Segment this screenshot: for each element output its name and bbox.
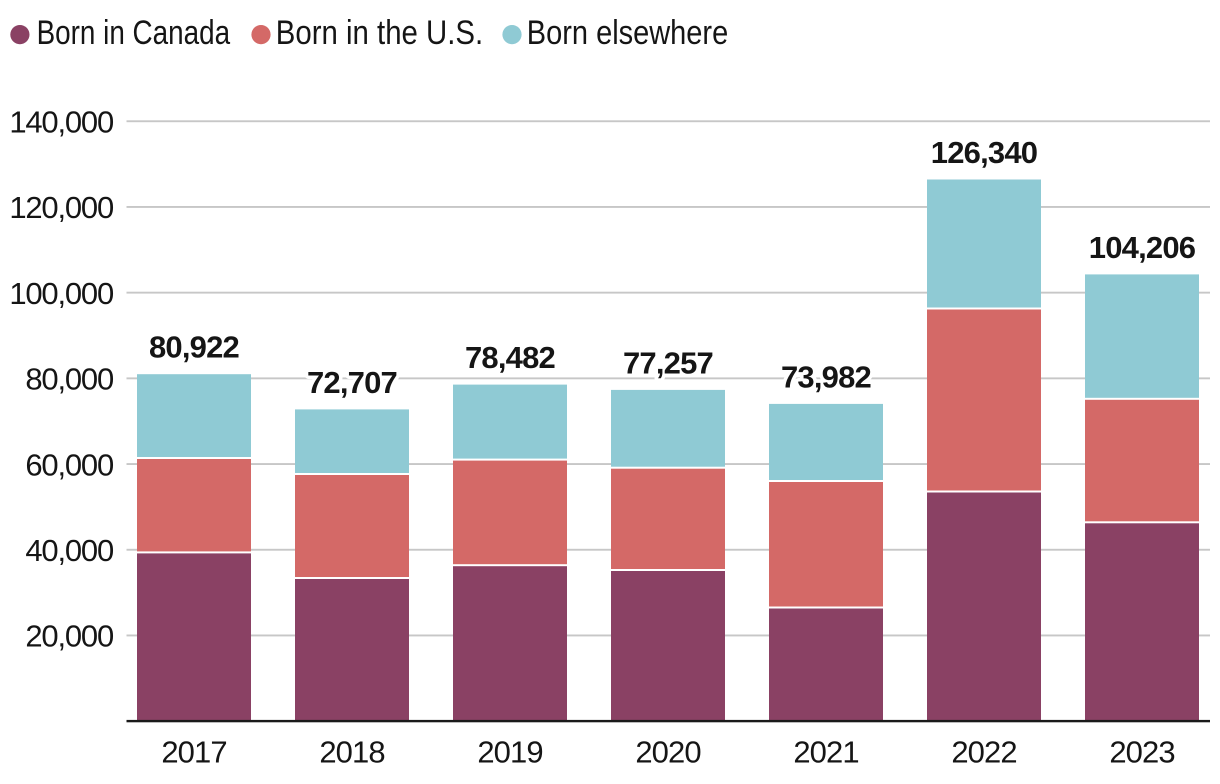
svg-text:73,982: 73,982 — [781, 359, 871, 394]
svg-text:72,707: 72,707 — [307, 365, 397, 400]
svg-text:80,922: 80,922 — [149, 330, 239, 365]
svg-text:104,206: 104,206 — [1089, 230, 1196, 265]
svg-text:Born in the U.S.: Born in the U.S. — [276, 14, 483, 52]
svg-text:120,000: 120,000 — [9, 190, 114, 225]
svg-text:2019: 2019 — [477, 735, 542, 770]
svg-text:80,000: 80,000 — [25, 362, 114, 397]
svg-text:40,000: 40,000 — [25, 533, 114, 568]
svg-text:20,000: 20,000 — [25, 619, 114, 654]
svg-text:2023: 2023 — [1109, 735, 1174, 770]
svg-text:126,340: 126,340 — [931, 135, 1037, 170]
svg-text:78,482: 78,482 — [465, 340, 555, 375]
svg-text:2022: 2022 — [951, 735, 1016, 770]
svg-text:Born elsewhere: Born elsewhere — [527, 14, 728, 52]
svg-text:100,000: 100,000 — [9, 276, 114, 311]
svg-text:2020: 2020 — [635, 735, 701, 770]
svg-text:140,000: 140,000 — [9, 105, 114, 140]
svg-text:2017: 2017 — [161, 735, 226, 770]
svg-text:Born in Canada: Born in Canada — [37, 14, 231, 52]
svg-text:2018: 2018 — [319, 735, 384, 770]
svg-text:2021: 2021 — [793, 735, 858, 770]
svg-text:77,257: 77,257 — [623, 345, 713, 380]
svg-text:60,000: 60,000 — [25, 447, 114, 482]
